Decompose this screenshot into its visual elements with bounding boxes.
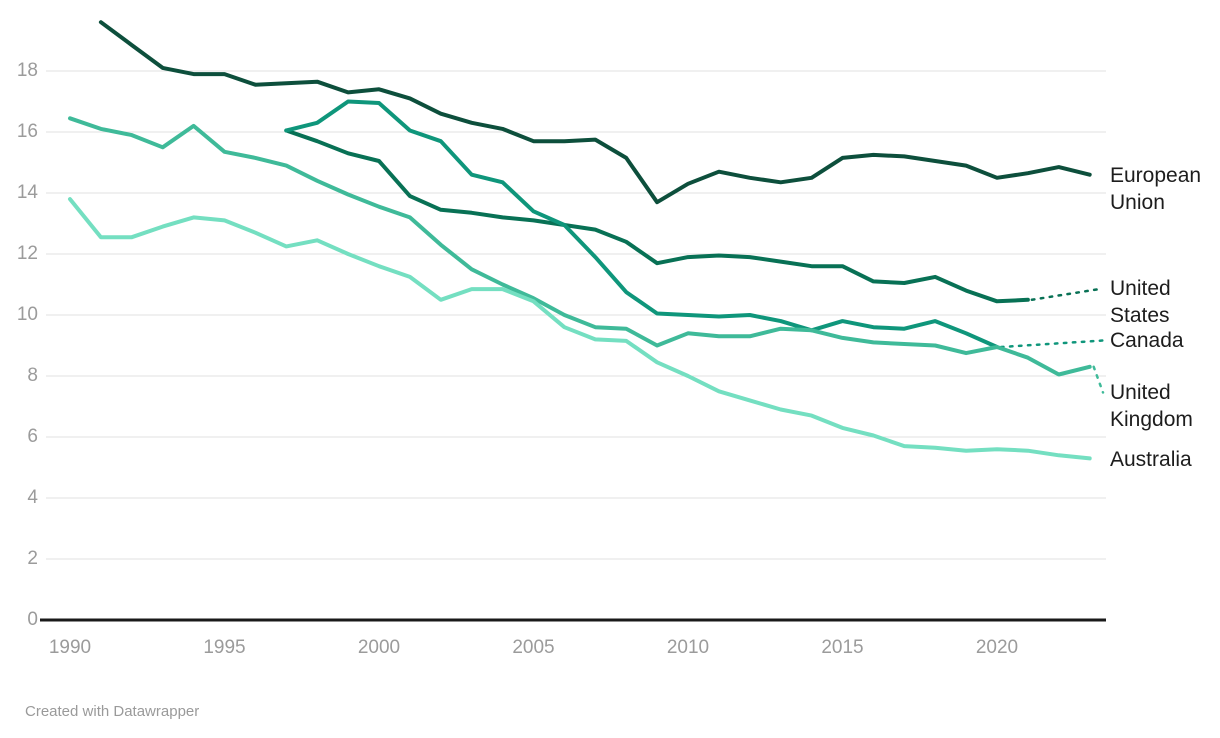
y-tick-label-18: 18	[16, 60, 38, 81]
series-label-united-kingdom: United Kingdom	[1110, 381, 1193, 431]
leader-line-canada	[999, 339, 1105, 349]
x-tick-label-2020: 2020	[975, 637, 1019, 658]
x-tick-label-2000: 2000	[357, 637, 401, 658]
leader-line-united-states	[1030, 287, 1105, 301]
x-tick-label-1995: 1995	[203, 637, 246, 658]
series-line-australia	[68, 197, 1092, 461]
x-tick-label-2015: 2015	[821, 637, 864, 658]
series-line-canada	[284, 99, 999, 349]
series-label-canada: Canada	[1110, 329, 1184, 352]
y-tick-label-4: 4	[27, 487, 38, 508]
leader-line-united-kingdom	[1092, 365, 1105, 394]
y-tick-label-16: 16	[16, 121, 38, 142]
series-line-united-kingdom	[68, 116, 1092, 377]
x-tick-label-1990: 1990	[48, 637, 92, 658]
x-tick-label-2005: 2005	[512, 637, 555, 658]
y-tick-label-14: 14	[16, 182, 38, 203]
y-tick-label-10: 10	[16, 304, 38, 325]
series-line-european-union	[98, 20, 1092, 205]
y-tick-label-0: 0	[27, 609, 38, 630]
y-tick-label-8: 8	[27, 365, 38, 386]
series-line-united-states	[284, 128, 1030, 304]
series-label-australia: Australia	[1110, 448, 1192, 471]
x-tick-label-2010: 2010	[666, 637, 710, 658]
y-tick-label-12: 12	[16, 243, 38, 264]
series-label-european-union: European Union	[1110, 164, 1202, 214]
y-tick-label-2: 2	[27, 548, 38, 569]
datawrapper-credit: Created with Datawrapper	[25, 703, 200, 720]
series-label-united-states: United States	[1110, 277, 1171, 327]
y-tick-label-6: 6	[27, 426, 38, 447]
